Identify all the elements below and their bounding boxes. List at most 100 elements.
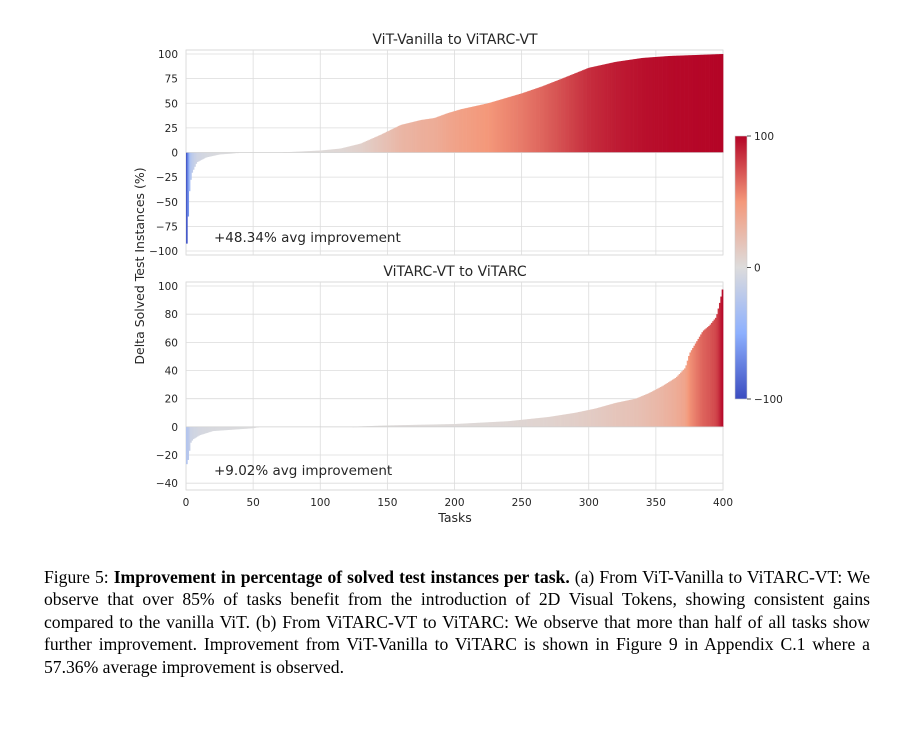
top-bar xyxy=(510,96,513,153)
top-bar xyxy=(618,61,620,153)
top-bar xyxy=(619,61,622,153)
bottom-bar xyxy=(223,426,226,431)
bottom-bar xyxy=(415,424,418,427)
caption-label: Figure 5: xyxy=(44,567,109,587)
bottom-bar xyxy=(414,424,416,427)
top-bar xyxy=(352,145,355,153)
bottom-bar xyxy=(718,302,721,427)
top-bar xyxy=(441,115,443,153)
top-bar xyxy=(431,118,434,153)
bottom-bar xyxy=(590,409,592,427)
top-bar xyxy=(535,88,537,153)
top-bar xyxy=(306,151,309,153)
top-bar xyxy=(188,152,191,192)
bottom-bar xyxy=(567,413,569,427)
top-bar xyxy=(373,137,376,153)
top-bar xyxy=(552,82,555,153)
top-bar xyxy=(459,109,462,153)
top-bar xyxy=(313,150,316,153)
top-bar xyxy=(653,57,655,153)
top-y-tick-label: −75 xyxy=(156,221,178,233)
top-bar xyxy=(196,152,199,162)
caption-text: (a) From ViT-Vanilla to ViTARC-VT: We ob… xyxy=(44,567,871,677)
top-bar xyxy=(191,152,194,173)
top-bar xyxy=(524,92,527,153)
top-bar xyxy=(662,56,665,153)
top-bar xyxy=(661,56,663,153)
top-bar xyxy=(317,150,320,153)
top-bar xyxy=(361,142,364,153)
top-bar xyxy=(477,105,480,153)
top-bar xyxy=(592,66,595,153)
bottom-bar xyxy=(635,398,638,427)
bottom-bar xyxy=(520,419,522,427)
bottom-bar xyxy=(246,426,249,429)
top-bar xyxy=(669,55,671,153)
top-bar xyxy=(547,84,549,153)
bottom-bar xyxy=(666,383,669,427)
top-bar xyxy=(332,149,335,153)
bottom-bar xyxy=(191,426,194,441)
top-bar xyxy=(539,87,541,153)
top-bar xyxy=(355,144,357,153)
top-bar xyxy=(641,58,643,153)
bottom-bar xyxy=(423,424,426,427)
top-bar xyxy=(470,106,473,153)
bottom-bar xyxy=(257,426,259,428)
bottom-bar xyxy=(482,422,485,427)
top-bar xyxy=(480,104,482,153)
top-bar xyxy=(195,152,198,164)
top-y-tick-label: −50 xyxy=(156,197,178,209)
top-bar xyxy=(424,119,427,153)
top-bar xyxy=(528,90,531,153)
bottom-x-tick-label: 200 xyxy=(444,497,464,509)
top-bar xyxy=(642,57,645,153)
bottom-bar xyxy=(647,393,650,427)
bottom-bar xyxy=(637,397,639,427)
bottom-bar xyxy=(693,345,696,427)
bottom-bar xyxy=(700,334,702,427)
top-bar xyxy=(475,105,478,153)
top-bar xyxy=(498,99,501,153)
bottom-bar xyxy=(428,424,431,427)
top-bar xyxy=(492,101,494,153)
bottom-bar xyxy=(474,422,477,427)
top-bar xyxy=(670,55,673,153)
bottom-bar xyxy=(484,422,486,427)
bottom-bar xyxy=(508,421,510,427)
bottom-bar xyxy=(453,424,455,427)
bottom-bar xyxy=(427,424,430,427)
bottom-bar xyxy=(199,426,202,436)
bottom-bar xyxy=(194,426,196,439)
top-bar xyxy=(496,100,498,153)
top-bar xyxy=(543,85,545,153)
bottom-bar xyxy=(465,423,467,427)
top-bar xyxy=(419,120,422,153)
top-bar xyxy=(218,152,220,155)
top-bar xyxy=(292,151,294,153)
top-bar xyxy=(190,152,192,180)
top-bar xyxy=(600,64,603,153)
top-bar xyxy=(305,151,308,153)
top-bar xyxy=(367,140,369,153)
top-bar xyxy=(537,87,540,153)
bottom-bar xyxy=(586,410,588,427)
top-bar xyxy=(428,118,431,153)
top-bar xyxy=(399,125,402,153)
bottom-bar xyxy=(579,411,582,427)
bottom-x-tick-label: 400 xyxy=(713,497,733,509)
top-bar xyxy=(202,152,204,160)
bottom-bar xyxy=(239,426,242,430)
bottom-bar xyxy=(463,423,466,427)
top-bar xyxy=(438,116,441,153)
top-bar xyxy=(713,54,716,153)
top-y-tick-label: −25 xyxy=(156,172,178,184)
top-bar xyxy=(368,139,371,153)
bottom-bar xyxy=(539,417,541,427)
top-bar xyxy=(418,120,420,153)
top-bar xyxy=(357,144,360,153)
bottom-bar xyxy=(708,326,710,427)
top-bar xyxy=(482,104,485,153)
top-bar xyxy=(485,103,488,153)
top-bar xyxy=(568,75,571,153)
